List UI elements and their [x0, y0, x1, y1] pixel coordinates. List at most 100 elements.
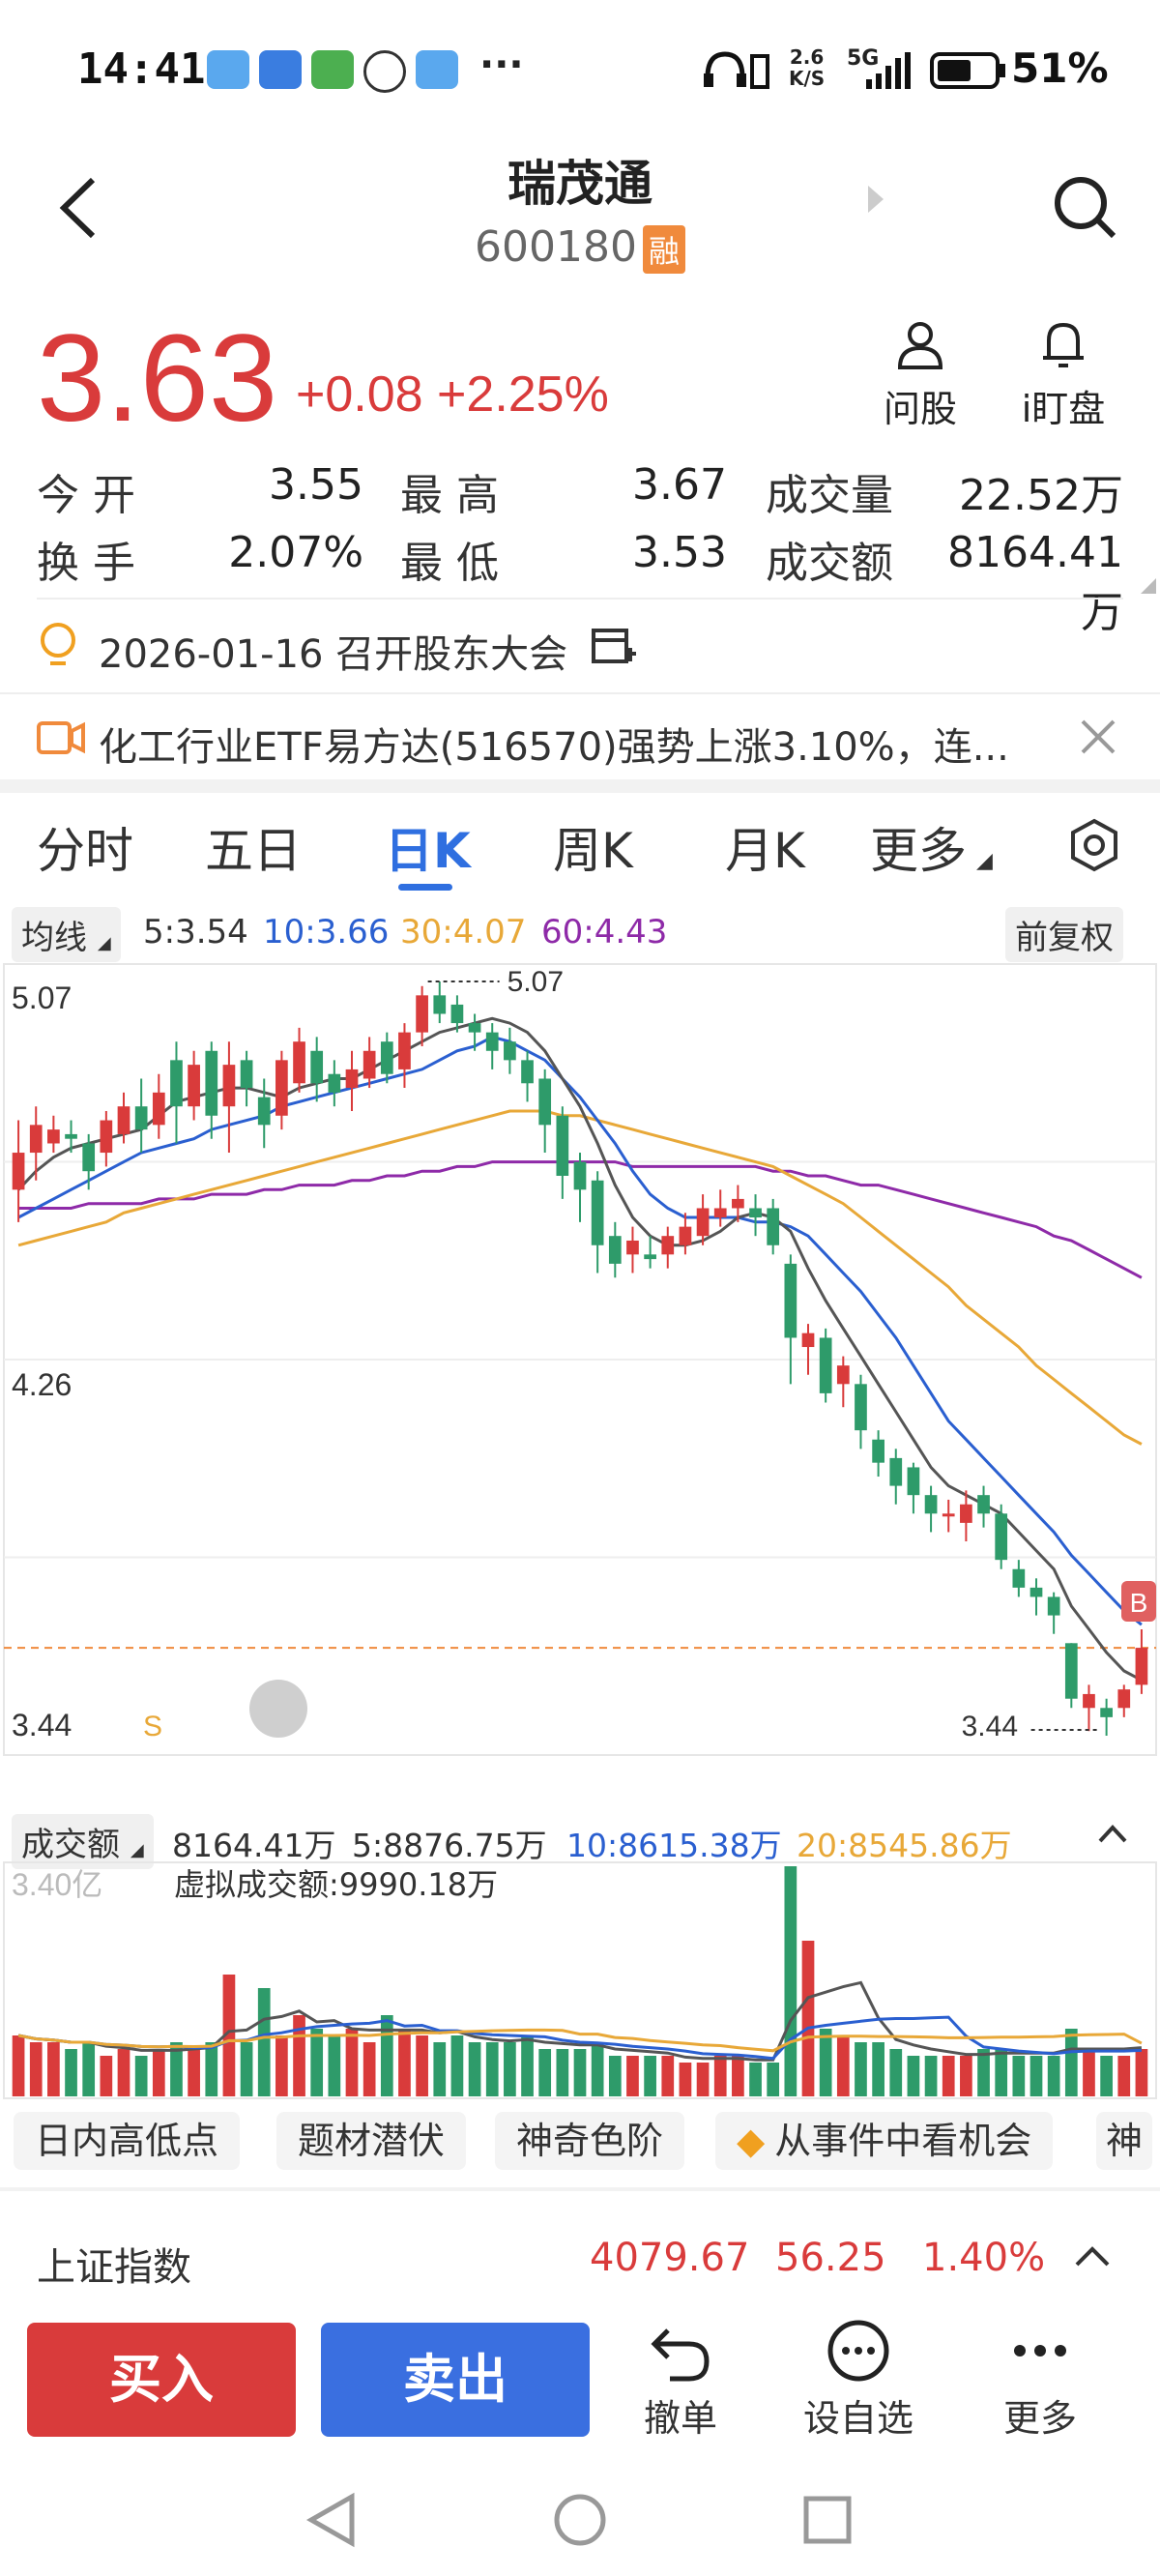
ma-selector[interactable]: 均线 ◢ — [12, 907, 121, 962]
more-actions-button[interactable]: 更多 — [972, 2317, 1108, 2442]
tag-intraday-highlow[interactable]: 日内高低点 — [14, 2112, 241, 2170]
kline-chart[interactable]: 5.07 4.26 3.44 2025-10-14 2026-01-06 5.07 3.44… — [0, 962, 1160, 1765]
volume-selector[interactable]: 成交额 ◢ — [12, 1814, 154, 1869]
candle-body — [362, 1050, 376, 1079]
volume-bar — [661, 2056, 675, 2096]
candle-body — [29, 1125, 43, 1154]
collapse-chevron-icon[interactable] — [1096, 1822, 1129, 1847]
adjust-selector[interactable]: 前复权 — [1005, 907, 1123, 962]
buy-button[interactable]: 买入 — [27, 2323, 296, 2437]
volume-bar — [257, 1988, 271, 2096]
amount-label: 成交额 — [766, 539, 893, 588]
tag-event-opportunity[interactable]: ◆ 从事件中看机会 — [715, 2112, 1054, 2170]
volume-bar — [872, 2042, 884, 2096]
dingpan-button[interactable]: i盯盘 — [1005, 319, 1121, 432]
volume-bar — [380, 2015, 393, 2096]
more-notifications-icon: ··· — [479, 43, 524, 87]
broker-app-icon — [259, 50, 302, 89]
volume-bar — [538, 2049, 552, 2096]
bell-icon — [1043, 322, 1084, 367]
tab-intraday[interactable]: 分时 — [37, 823, 133, 879]
add-watchlist-button[interactable]: 设自选 — [791, 2317, 926, 2442]
open-value: 3.55 — [269, 460, 363, 510]
expand-corner-icon[interactable] — [1141, 578, 1156, 594]
next-stock-arrow-icon[interactable] — [868, 186, 884, 213]
candle-body — [240, 1060, 253, 1089]
ma30-value: 30:4.07 — [400, 913, 527, 951]
nav-recents-icon[interactable] — [798, 2491, 856, 2549]
nav-home-icon[interactable] — [551, 2491, 609, 2549]
volume-bar — [433, 2042, 447, 2096]
ma5-line — [17, 1016, 1143, 1682]
nav-back-icon[interactable] — [304, 2491, 362, 2549]
volume-ma10: 10:8615.38万 — [566, 1827, 782, 1864]
cancel-order-button[interactable]: 撤单 — [613, 2317, 748, 2442]
signal-icon — [866, 52, 911, 89]
divider — [37, 598, 1123, 600]
open-label: 今 开 — [37, 471, 135, 520]
back-arrow-icon[interactable] — [50, 174, 108, 242]
candle-body — [188, 1065, 200, 1107]
tab-more[interactable]: 更多 ◢ — [870, 823, 993, 879]
tab-weekly-k[interactable]: 周K — [553, 823, 633, 879]
volume-bar — [713, 2056, 727, 2096]
tag-theme-ambush[interactable]: 题材潜伏 — [276, 2112, 467, 2170]
tag-color-scale[interactable]: 神奇色阶 — [495, 2112, 685, 2170]
volume-bar — [801, 1941, 815, 2096]
min-price-label: 3.44 — [962, 1711, 1018, 1742]
volume-bar — [188, 2049, 200, 2096]
volume-bar — [1135, 2049, 1148, 2096]
volume-bar — [855, 2042, 867, 2096]
candle-body — [696, 1208, 710, 1237]
volume-bar — [591, 2042, 604, 2096]
candle-body — [117, 1106, 130, 1134]
expand-chevron-icon[interactable] — [1073, 2243, 1112, 2270]
volume-bar — [345, 2029, 359, 2096]
candle-body — [819, 1337, 832, 1393]
volume-bar — [222, 1975, 236, 2096]
candle-body — [1135, 1648, 1148, 1685]
candle-body — [942, 1513, 955, 1517]
candle-body — [398, 1032, 411, 1069]
candle-body — [1117, 1689, 1131, 1709]
volume-bar — [152, 2049, 165, 2096]
fingerprint-app-icon — [311, 50, 354, 89]
volume-chart[interactable]: 3.40亿 虚拟成交额:9990.18万 — [0, 1860, 1160, 2102]
low-value: 3.53 — [632, 528, 727, 577]
volume-bar — [205, 2042, 218, 2096]
candle-body — [222, 1065, 236, 1107]
candle-body — [784, 1263, 798, 1338]
tab-five-day[interactable]: 五日 — [205, 823, 302, 879]
tab-daily-k[interactable]: 日K — [385, 823, 471, 879]
sell-button[interactable]: 卖出 — [321, 2323, 590, 2437]
tab-monthly-k[interactable]: 月K — [725, 823, 805, 879]
candle-body — [1030, 1587, 1043, 1597]
search-icon[interactable] — [1052, 174, 1119, 242]
video-icon — [37, 721, 85, 754]
event-text: 2026-01-16 召开股东大会 — [99, 632, 568, 677]
volume-bar — [995, 2049, 1008, 2096]
index-bar[interactable]: 上证指数 4079.67 56.25 1.40% — [0, 2214, 1160, 2311]
margin-badge: 融 — [642, 225, 685, 274]
tag-more[interactable]: 神 — [1096, 2112, 1153, 2170]
volume-current: 8164.41万 — [172, 1827, 336, 1864]
divider — [0, 692, 1160, 694]
low-label: 最 低 — [400, 539, 499, 588]
candle-body — [293, 1041, 305, 1084]
volume-bar — [924, 2056, 938, 2096]
volume-ma5: 5:8876.75万 — [352, 1827, 547, 1864]
close-icon[interactable] — [1077, 716, 1119, 758]
volume-bar — [889, 2049, 903, 2096]
volume-bar — [100, 2056, 113, 2096]
settings-hexagon-icon[interactable] — [1067, 818, 1121, 872]
volume-bar — [836, 2035, 850, 2096]
candle-body — [836, 1365, 850, 1385]
stock-code: 600180 融 — [0, 222, 1160, 274]
calendar-add-icon — [592, 629, 636, 663]
volume-bar — [240, 2042, 253, 2096]
news-notice[interactable]: 化工行业ETF易方达(516570)强势上涨3.10%，连... — [0, 696, 1160, 783]
volume-bar — [644, 2056, 656, 2096]
wengu-button[interactable]: 问股 — [862, 319, 978, 432]
event-notice[interactable]: 2026-01-16 召开股东大会 — [0, 603, 1160, 690]
candle-body — [732, 1198, 744, 1209]
